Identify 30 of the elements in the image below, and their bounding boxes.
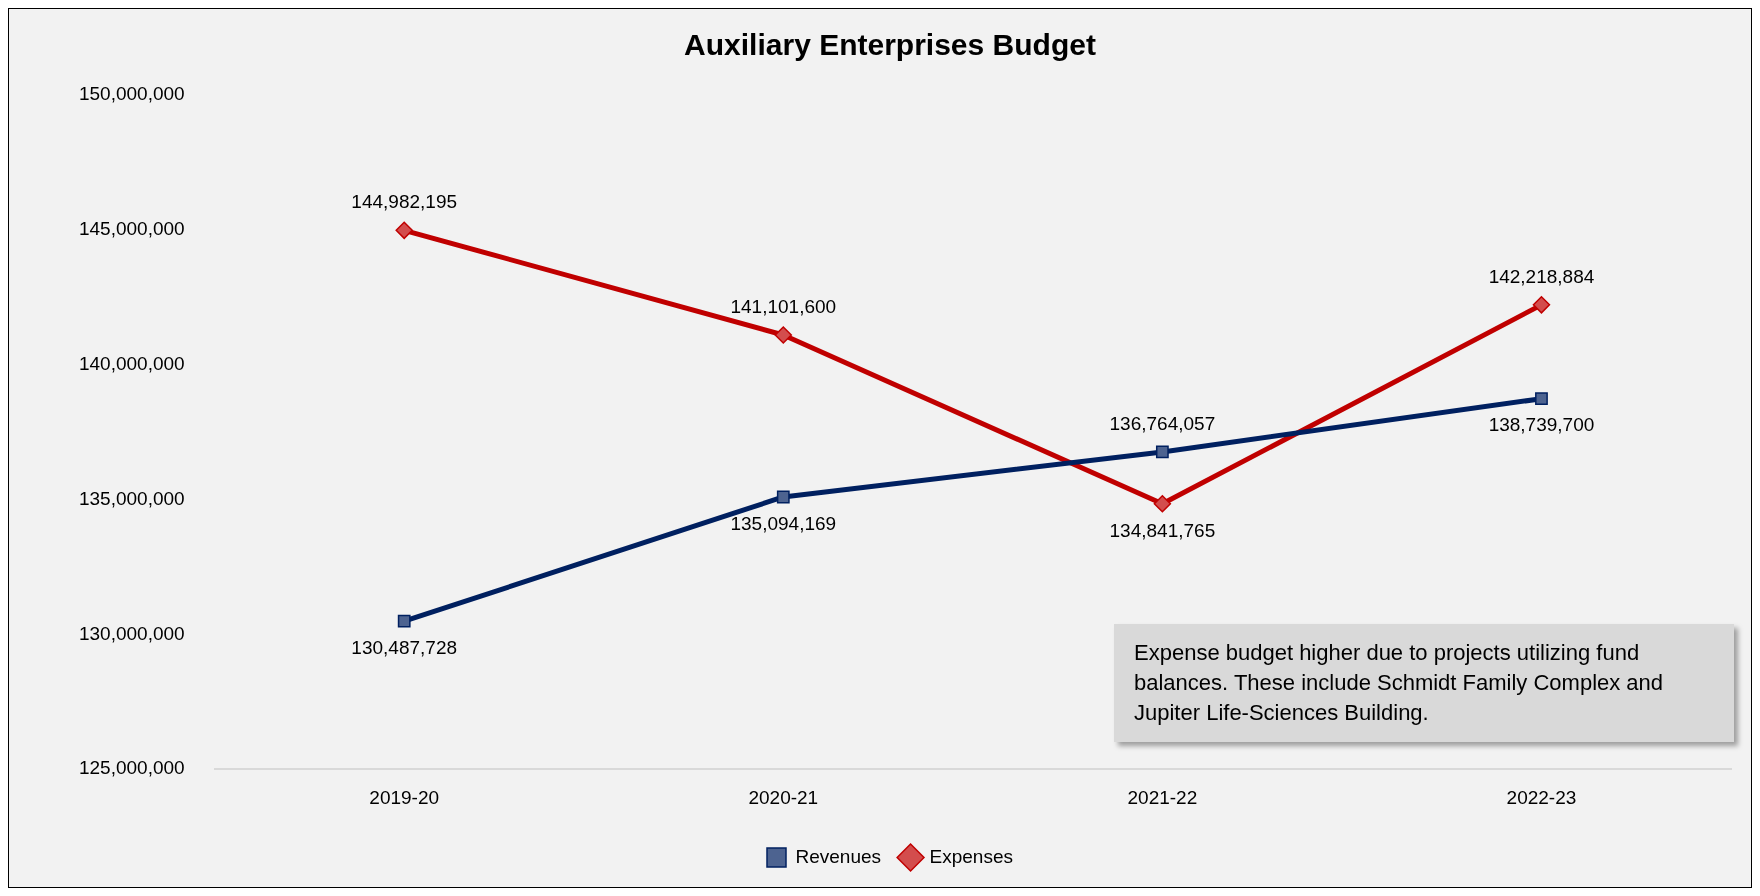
point: [776, 490, 790, 504]
y-tick-label: 145,000,000: [78, 218, 185, 240]
y-tick-label: 140,000,000: [78, 352, 185, 374]
data-label: 130,487,728: [351, 636, 458, 658]
data-label: 135,094,169: [730, 512, 837, 534]
point: [1155, 445, 1169, 459]
x-tick-label: 2019-20: [369, 786, 440, 808]
chart-title: Auxiliary Enterprises Budget: [684, 28, 1096, 62]
x-tick-label: 2020-21: [748, 786, 819, 808]
data-label: 141,101,600: [730, 295, 837, 317]
x-tick-label: 2022-23: [1506, 786, 1577, 808]
point: [397, 614, 411, 628]
y-tick-label: 150,000,000: [78, 83, 185, 105]
y-tick-label: 130,000,000: [78, 622, 185, 644]
data-label: 142,218,884: [1488, 265, 1595, 287]
point: [1532, 296, 1551, 314]
x-tick-label: 2021-22: [1127, 786, 1198, 808]
point: [1153, 495, 1172, 513]
legend-label: Revenues: [795, 845, 882, 867]
point: [1535, 392, 1548, 406]
data-label: 144,982,195: [351, 191, 458, 213]
note-box: Expense budget higher due to projects utilizing fund balances. These include Schmidt Family Complex and Jupiter Life-Sciences Building.: [1114, 624, 1734, 742]
data-label: 138,739,700: [1488, 414, 1595, 436]
y-tick-label: 135,000,000: [78, 487, 185, 509]
data-label: 134,841,765: [1109, 519, 1216, 541]
point: [395, 221, 413, 240]
point: [774, 326, 793, 344]
y-tick-label: 125,000,000: [78, 757, 185, 779]
legend-label: Expenses: [929, 845, 1014, 867]
data-label: 136,764,057: [1109, 412, 1216, 434]
